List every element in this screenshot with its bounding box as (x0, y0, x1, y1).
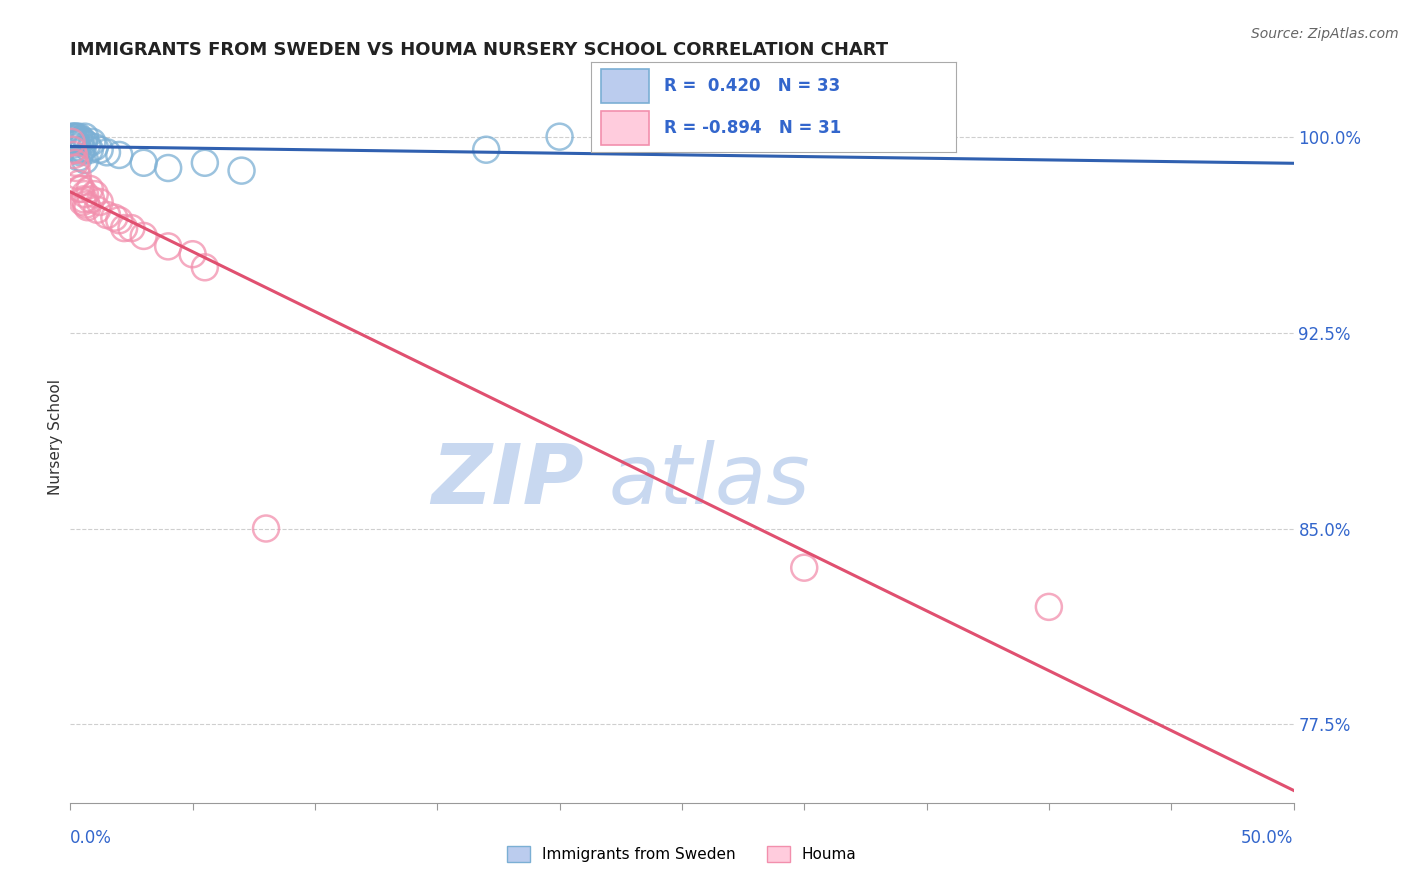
FancyBboxPatch shape (602, 111, 650, 145)
Point (63, 132, 86, 146)
Point (72, 194, 94, 209)
Point (63, 137, 86, 152)
Point (73, 135, 96, 149)
Point (96, 145, 118, 160)
Point (62, 129, 84, 144)
Point (1038, 599, 1060, 614)
Point (82, 135, 104, 149)
Point (73, 187, 96, 202)
Point (231, 163, 253, 178)
Point (67, 129, 90, 144)
Point (83, 187, 105, 202)
Point (157, 161, 180, 175)
Point (194, 260, 217, 275)
Point (73, 129, 96, 144)
Point (66, 140, 89, 154)
Point (63, 129, 86, 144)
Point (254, 522, 277, 536)
Point (60, 132, 83, 146)
Point (69, 135, 91, 149)
Point (89, 143, 111, 157)
Point (65, 129, 87, 144)
Point (75, 197, 97, 211)
FancyBboxPatch shape (602, 69, 650, 103)
Point (86, 202, 108, 217)
Point (132, 228, 155, 243)
Point (63, 148, 86, 162)
Point (76, 200, 98, 214)
Point (73, 153, 96, 168)
Point (103, 211, 125, 225)
Text: Source: ZipAtlas.com: Source: ZipAtlas.com (1251, 27, 1399, 41)
Point (79, 182, 101, 196)
Point (70, 182, 93, 196)
Text: IMMIGRANTS FROM SWEDEN VS HOUMA NURSERY SCHOOL CORRELATION CHART: IMMIGRANTS FROM SWEDEN VS HOUMA NURSERY … (70, 41, 889, 59)
Y-axis label: Nursery School: Nursery School (48, 379, 63, 495)
Point (73, 193, 96, 207)
Point (65, 161, 87, 175)
Text: R = -0.894   N = 31: R = -0.894 N = 31 (664, 119, 841, 136)
Point (194, 155, 217, 169)
Point (70, 132, 93, 146)
Point (62, 135, 84, 149)
Point (72, 143, 94, 157)
Point (65, 135, 87, 149)
Point (475, 143, 498, 157)
Point (121, 221, 143, 235)
Point (132, 155, 155, 169)
Point (548, 129, 571, 144)
Point (108, 213, 131, 227)
Point (112, 221, 135, 235)
Point (69, 182, 91, 196)
Text: 50.0%: 50.0% (1241, 829, 1294, 847)
Point (96, 208, 118, 222)
Text: atlas: atlas (609, 441, 810, 522)
Text: 0.0%: 0.0% (70, 829, 112, 847)
Point (76, 137, 98, 152)
Point (60, 135, 83, 149)
Point (80, 193, 103, 207)
Point (79, 143, 101, 157)
Point (69, 145, 91, 160)
Point (60, 129, 83, 144)
Point (67, 177, 90, 191)
Point (793, 560, 815, 574)
Point (181, 247, 204, 261)
Point (63, 155, 86, 169)
Point (89, 194, 111, 209)
Text: R =  0.420   N = 33: R = 0.420 N = 33 (664, 77, 839, 95)
Point (83, 140, 105, 154)
Point (66, 143, 89, 157)
Legend: Immigrants from Sweden, Houma: Immigrants from Sweden, Houma (501, 840, 863, 868)
Point (108, 148, 131, 162)
Text: ZIP: ZIP (432, 441, 583, 522)
Point (66, 169, 89, 183)
Point (67, 151, 90, 165)
Point (62, 143, 84, 157)
Point (157, 239, 180, 253)
